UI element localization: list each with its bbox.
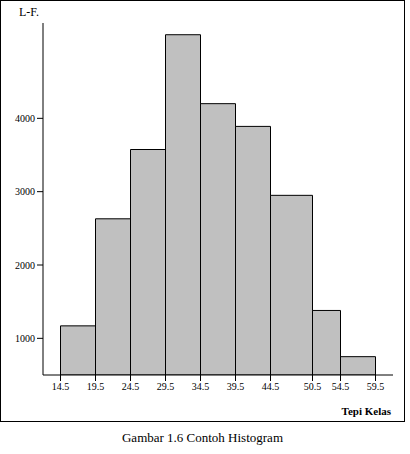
svg-text:24.5: 24.5 bbox=[122, 381, 140, 392]
svg-text:14.5: 14.5 bbox=[52, 381, 70, 392]
svg-text:1000: 1000 bbox=[15, 333, 35, 344]
svg-text:3000: 3000 bbox=[15, 186, 35, 197]
svg-text:59.5: 59.5 bbox=[367, 381, 385, 392]
html-text:L-F.: L-F. bbox=[19, 5, 39, 19]
svg-text:34.5: 34.5 bbox=[192, 381, 210, 392]
svg-text:4000: 4000 bbox=[15, 113, 35, 124]
svg-text:Tepi Kelas: Tepi Kelas bbox=[342, 405, 392, 417]
svg-text:39.5: 39.5 bbox=[227, 381, 245, 392]
svg-text:19.5: 19.5 bbox=[87, 381, 105, 392]
svg-text:54.5: 54.5 bbox=[332, 381, 350, 392]
svg-text:2000: 2000 bbox=[15, 260, 35, 271]
svg-text:29.5: 29.5 bbox=[157, 381, 175, 392]
html-text:Gambar 1.6 Contoh Histogram: Gambar 1.6 Contoh Histogram bbox=[122, 430, 283, 445]
svg-text:44.5: 44.5 bbox=[262, 381, 280, 392]
svg-text:50.5: 50.5 bbox=[304, 381, 322, 392]
